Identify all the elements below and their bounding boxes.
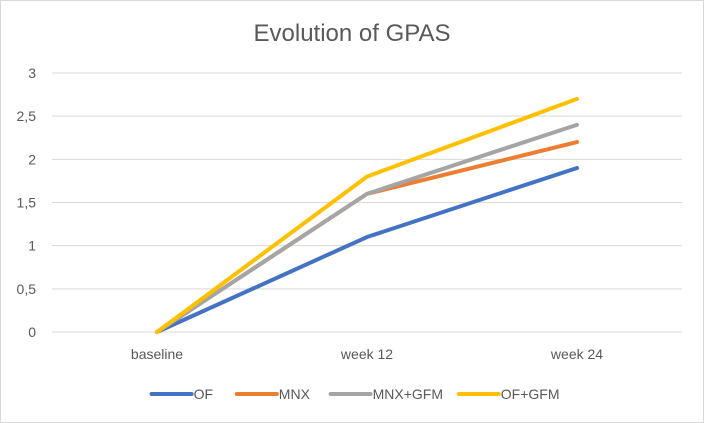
x-category-label: week 12 [340, 346, 393, 362]
series-lines [155, 96, 579, 334]
y-tick-label: 2 [28, 151, 36, 167]
gridlines [52, 72, 682, 333]
y-tick-label: 3 [28, 65, 36, 81]
y-tick-label: 1,5 [17, 195, 37, 211]
x-axis-categories: baseline week 12 week 24 [131, 346, 603, 362]
y-tick-label: 2,5 [17, 108, 37, 124]
chart-title: Evolution of GPAS [254, 20, 451, 47]
series-line-of-gfm [155, 96, 579, 334]
legend-item: OF [149, 386, 213, 402]
legend-label: MNX [279, 386, 311, 402]
legend-label: MNX+GFM [373, 386, 443, 402]
legend: OF MNX MNX+GFM OF+GFM [149, 386, 560, 402]
legend-label: OF+GFM [501, 386, 560, 402]
y-axis-ticks: 0 0,5 1 1,5 2 2,5 3 [17, 65, 37, 340]
x-category-label: week 24 [550, 346, 603, 362]
y-tick-label: 0,5 [17, 281, 37, 297]
legend-item: MNX+GFM [328, 386, 443, 402]
legend-item: OF+GFM [456, 386, 560, 402]
y-tick-label: 0 [28, 324, 36, 340]
legend-item: MNX [234, 386, 311, 402]
y-tick-label: 1 [28, 238, 36, 254]
legend-label: OF [194, 386, 213, 402]
x-category-label: baseline [131, 346, 183, 362]
